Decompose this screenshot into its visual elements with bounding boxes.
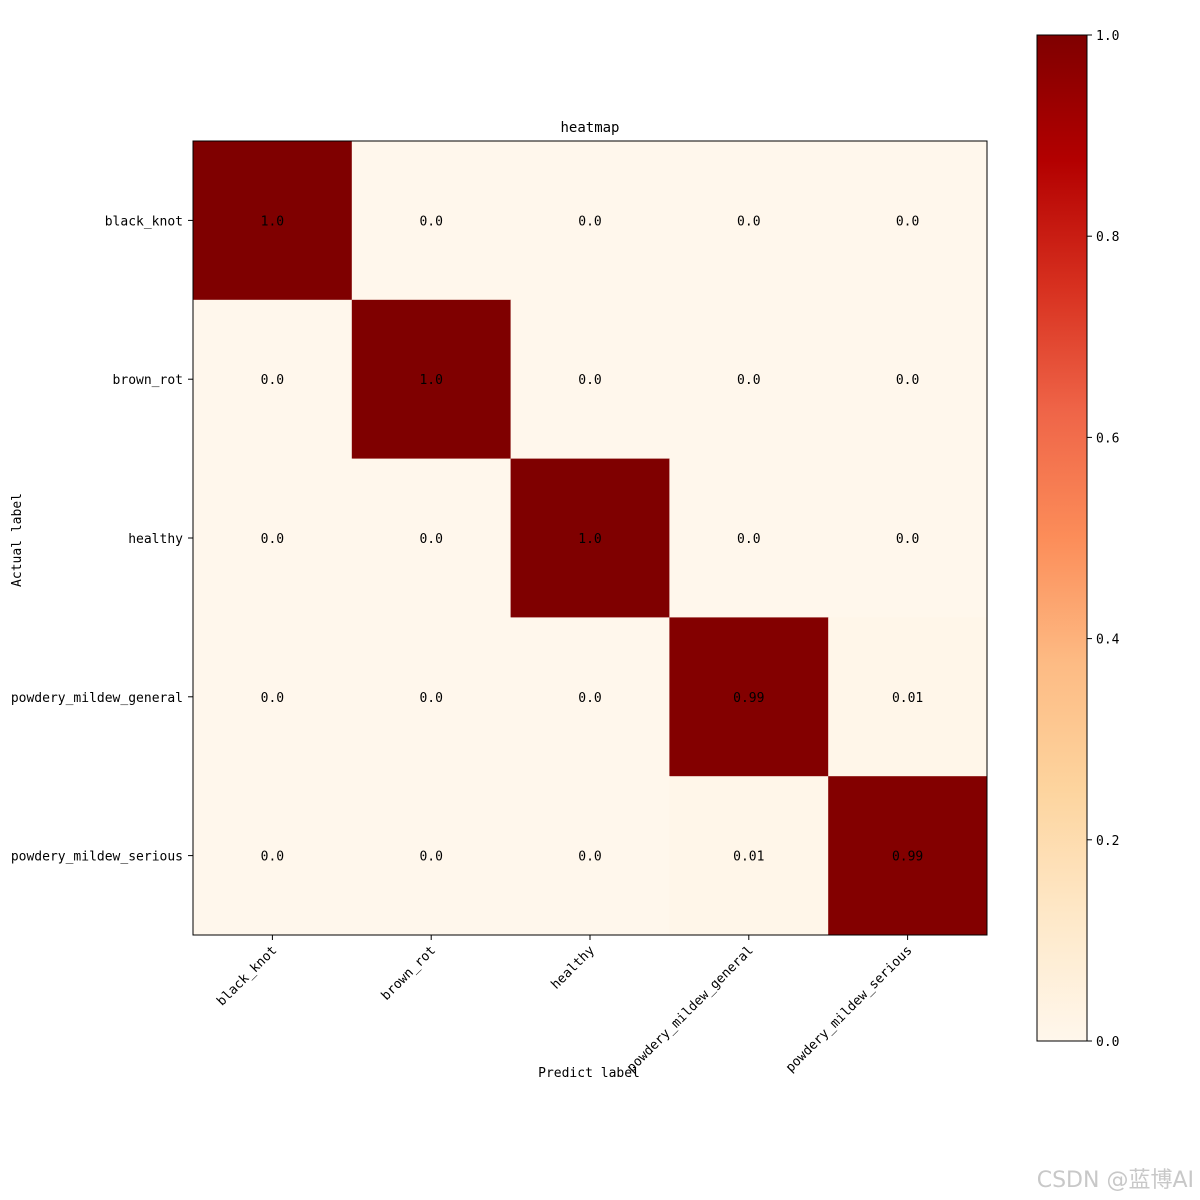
colorbar-frame [1036, 34, 1088, 1042]
heatmap-cell [828, 458, 988, 618]
x-tick-label: black_knot [214, 943, 280, 1009]
cell-value-label: 0.0 [261, 532, 284, 547]
heatmap-cell [351, 299, 512, 460]
heatmap-cell [193, 776, 353, 936]
heatmap-cell [828, 141, 988, 301]
cell-value-label: 0.0 [896, 532, 919, 547]
chart-title: heatmap [560, 120, 619, 136]
cell-value-label: 0.0 [578, 373, 601, 388]
colorbar-tick-label: 0.0 [1096, 1035, 1119, 1050]
cell-value-label: 0.0 [737, 214, 760, 229]
watermark: CSDN @蓝博AI [1036, 1168, 1194, 1193]
heatmap-cell [669, 141, 829, 301]
heatmap-cell [669, 776, 829, 936]
cell-value-label: 0.0 [261, 850, 284, 865]
heatmap-cell [669, 617, 829, 777]
y-tick-label: powdery_mildew_serious [11, 850, 183, 865]
heatmap-cell [828, 776, 988, 936]
cell-value-label: 0.99 [892, 850, 923, 865]
colorbar-tick-label: 1.0 [1096, 29, 1119, 44]
heatmap-cell [351, 617, 512, 777]
heatmap-cells [193, 141, 988, 936]
cell-value-label: 0.01 [892, 691, 923, 706]
cell-value-label: 0.0 [737, 532, 760, 547]
y-tick-label: black_knot [105, 214, 183, 229]
colorbar-ticks: 0.0 0.2 0.4 0.6 0.8 1.0 [1087, 29, 1120, 1050]
colorbar-tick-label: 0.8 [1096, 230, 1119, 245]
y-tick-label: healthy [128, 532, 183, 547]
cell-value-label: 0.0 [261, 373, 284, 388]
x-tick-label: powdery_mildew_serious [783, 943, 915, 1075]
colorbar: 0.0 0.2 0.4 0.6 0.8 1.0 [1036, 29, 1120, 1050]
heatmap-cell [193, 617, 353, 777]
x-tick-label: healthy [548, 943, 597, 992]
cell-value-label: 1.0 [578, 532, 601, 547]
colorbar-gradient [1037, 35, 1087, 1041]
cell-value-label: 1.0 [261, 214, 284, 229]
heatmap-cell [510, 141, 670, 301]
heatmap-cell [351, 141, 512, 301]
heatmap-cell [193, 458, 353, 618]
cell-value-label: 0.0 [419, 850, 442, 865]
heatmap-cell [510, 458, 670, 618]
heatmap-cell [193, 299, 353, 460]
heatmap-cell [669, 458, 829, 618]
cell-value-label: 0.0 [737, 373, 760, 388]
x-axis-label: Predict label [538, 1066, 640, 1081]
colorbar-tick-label: 0.2 [1096, 834, 1119, 849]
heatmap-cell [828, 299, 988, 460]
cell-value-label: 0.0 [578, 850, 601, 865]
cell-value-label: 0.01 [733, 850, 764, 865]
cell-value-label: 0.0 [419, 532, 442, 547]
colorbar-tick-label: 0.4 [1096, 633, 1120, 648]
heatmap-cell [510, 617, 670, 777]
x-axis: black_knot brown_rot healthy powdery_mildew… [214, 935, 915, 1076]
cell-value-label: 0.0 [419, 214, 442, 229]
cell-value-label: 0.99 [733, 691, 764, 706]
cell-value-label: 0.0 [419, 691, 442, 706]
heatmap-cell [669, 299, 829, 460]
cell-value-label: 1.0 [419, 373, 442, 388]
heatmap-cell [351, 776, 512, 936]
colorbar-tick-label: 0.6 [1096, 431, 1119, 446]
x-tick-label: powdery_mildew_general [624, 943, 756, 1075]
heatmap-cell [828, 617, 988, 777]
y-tick-label: powdery_mildew_general [11, 691, 183, 706]
cell-value-label: 0.0 [896, 214, 919, 229]
cell-value-label: 0.0 [896, 373, 919, 388]
heatmap-cell [510, 776, 670, 936]
heatmap-cell [193, 141, 353, 301]
heatmap-cell [510, 299, 670, 460]
cell-value-label: 0.0 [578, 214, 601, 229]
heatmap-cell [351, 458, 512, 618]
cell-value-label: 0.0 [578, 691, 601, 706]
y-axis-label: Actual label [10, 493, 25, 587]
heatmap-cell-labels: 1.0 0.0 0.0 0.0 0.0 0.0 1.0 0.0 0.0 0.0 0.0 0.0 1.0 0… [261, 214, 924, 864]
x-tick-label: brown_rot [379, 943, 439, 1003]
cell-value-label: 0.0 [261, 691, 284, 706]
y-tick-label: brown_rot [113, 373, 183, 388]
